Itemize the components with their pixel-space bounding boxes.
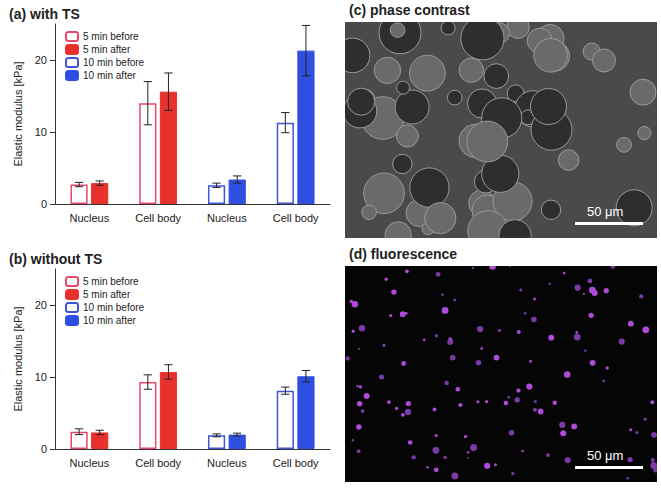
svg-text:Cell body: Cell body — [273, 457, 319, 469]
svg-text:0: 0 — [41, 443, 47, 455]
svg-text:Nucleus: Nucleus — [70, 457, 110, 469]
svg-text:Nucleus: Nucleus — [70, 212, 110, 224]
svg-text:10 min after: 10 min after — [83, 315, 136, 326]
html-text:(c) phase contrast: (c) phase contrast — [349, 2, 470, 18]
svg-text:10 min before: 10 min before — [83, 57, 145, 68]
svg-text:10 min before: 10 min before — [83, 302, 145, 313]
svg-text:0: 0 — [41, 198, 47, 210]
svg-text:Nucleus: Nucleus — [207, 457, 247, 469]
svg-text:10 min after: 10 min after — [83, 70, 136, 81]
svg-text:20: 20 — [35, 54, 47, 66]
svg-text:(a) with TS: (a) with TS — [9, 6, 80, 22]
svg-text:20: 20 — [35, 299, 47, 311]
svg-text:Cell body: Cell body — [273, 212, 319, 224]
svg-text:5 min before: 5 min before — [83, 31, 139, 42]
svg-text:5 min before: 5 min before — [83, 276, 139, 287]
html-text:50 μm: 50 μm — [587, 448, 624, 463]
svg-text:(b) without TS: (b) without TS — [9, 251, 102, 267]
svg-text:Cell body: Cell body — [135, 457, 181, 469]
svg-text:10: 10 — [35, 371, 47, 383]
svg-text:5 min after: 5 min after — [83, 44, 131, 55]
svg-text:Cell body: Cell body — [135, 212, 181, 224]
html-text:(d) fluorescence: (d) fluorescence — [349, 246, 458, 262]
svg-text:Nucleus: Nucleus — [207, 212, 247, 224]
html-text:50 μm: 50 μm — [587, 204, 624, 219]
svg-text:Elastic modulus [kPa]: Elastic modulus [kPa] — [12, 306, 24, 411]
svg-text:10: 10 — [35, 126, 47, 138]
svg-text:5 min after: 5 min after — [83, 289, 131, 300]
svg-text:Elastic modulus [kPa]: Elastic modulus [kPa] — [12, 61, 24, 166]
